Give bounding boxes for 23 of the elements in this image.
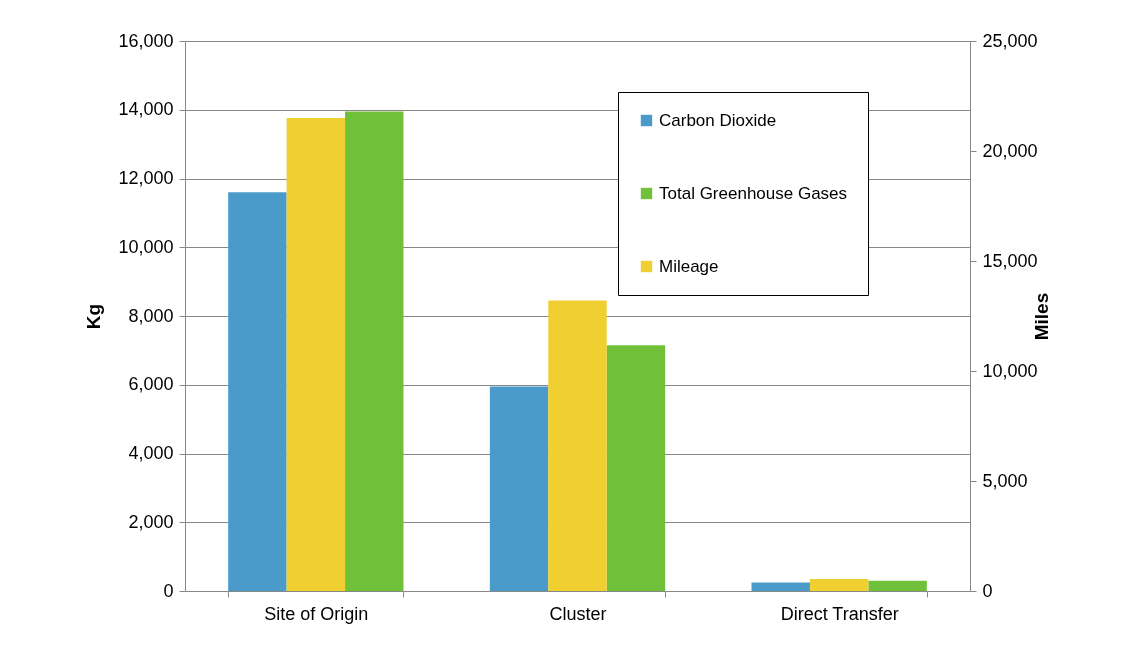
x-tick-label: Site of Origin <box>264 603 369 624</box>
y-tick-label: 8,000 <box>128 305 174 326</box>
y2-tick-label: 10,000 <box>982 360 1038 381</box>
y2-tick-label: 0 <box>982 580 993 601</box>
y-axis-title: Kg <box>83 303 105 330</box>
y-tick-label: 10,000 <box>118 236 174 257</box>
x-tick-label: Cluster <box>549 603 607 624</box>
legend-label: Carbon Dioxide <box>659 110 777 130</box>
y-tick-label: 4,000 <box>128 443 174 463</box>
y2-axis-title: Miles <box>1030 292 1052 341</box>
y-tick-label: 6,000 <box>128 374 174 395</box>
x-tick-label: Direct Transfer <box>780 603 899 624</box>
legend-label: Mileage <box>659 256 719 276</box>
y-tick-label: 14,000 <box>118 99 174 120</box>
y-tick-label: 12,000 <box>118 168 174 188</box>
y-tick-label: 16,000 <box>118 30 174 51</box>
y-tick-label: 0 <box>163 580 174 601</box>
y-tick-label: 2,000 <box>128 511 174 532</box>
y2-tick-label: 25,000 <box>982 30 1038 51</box>
y2-tick-label: 20,000 <box>982 140 1038 161</box>
legend-label: Total Greenhouse Gases <box>659 183 848 203</box>
y2-tick-label: 15,000 <box>982 250 1038 271</box>
y2-tick-label: 5,000 <box>982 470 1028 491</box>
